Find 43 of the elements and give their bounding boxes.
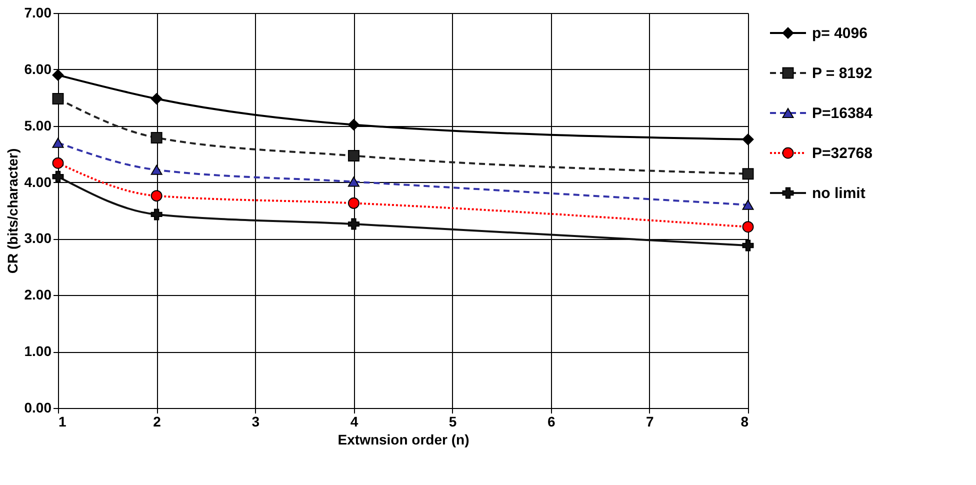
x-tick-label: 2: [153, 414, 162, 430]
y-tick-label: 2.00: [24, 286, 52, 303]
x-axis-title: Extwnsion order (n): [338, 432, 470, 448]
legend-label: no limit: [812, 185, 866, 202]
y-tick-label: 5.00: [24, 117, 52, 134]
x-tick-label: 8: [740, 414, 749, 430]
y-tick-label: 4.00: [24, 174, 52, 190]
point: [52, 69, 64, 81]
point: [742, 200, 754, 210]
x-tick-label: 3: [252, 414, 260, 430]
point: [52, 170, 64, 182]
y-axis-title: CR (bits/character): [4, 148, 20, 274]
y-tick-label: 6.00: [24, 60, 52, 77]
y-tick-label: 0.00: [24, 400, 52, 416]
point: [348, 218, 360, 230]
point: [150, 132, 162, 144]
point: [52, 157, 64, 169]
x-tick-label: 6: [547, 414, 556, 430]
point: [150, 164, 162, 175]
legend-label: P=16384: [812, 105, 874, 122]
point: [742, 221, 754, 233]
point: [348, 150, 360, 162]
legend-label: P = 8192: [812, 65, 872, 82]
y-tick-label: 3.00: [24, 230, 52, 246]
legend-label: P=32768: [812, 145, 872, 162]
point: [348, 197, 360, 209]
point: [150, 208, 162, 220]
point: [742, 134, 754, 146]
x-tick-label: 4: [350, 414, 358, 430]
point: [150, 190, 162, 202]
point: [742, 240, 754, 252]
x-tick-label: 7: [646, 414, 654, 430]
point: [348, 176, 360, 187]
x-tick-label: 5: [448, 414, 457, 430]
point: [742, 168, 754, 180]
legend-label: p= 4096: [812, 25, 868, 42]
y-tick-label: 1.00: [24, 343, 52, 360]
point: [348, 118, 360, 130]
x-tick-label: 1: [58, 414, 66, 430]
y-tick-label: 7.00: [24, 4, 52, 20]
point: [52, 93, 64, 105]
point: [52, 138, 64, 148]
point: [150, 93, 162, 105]
